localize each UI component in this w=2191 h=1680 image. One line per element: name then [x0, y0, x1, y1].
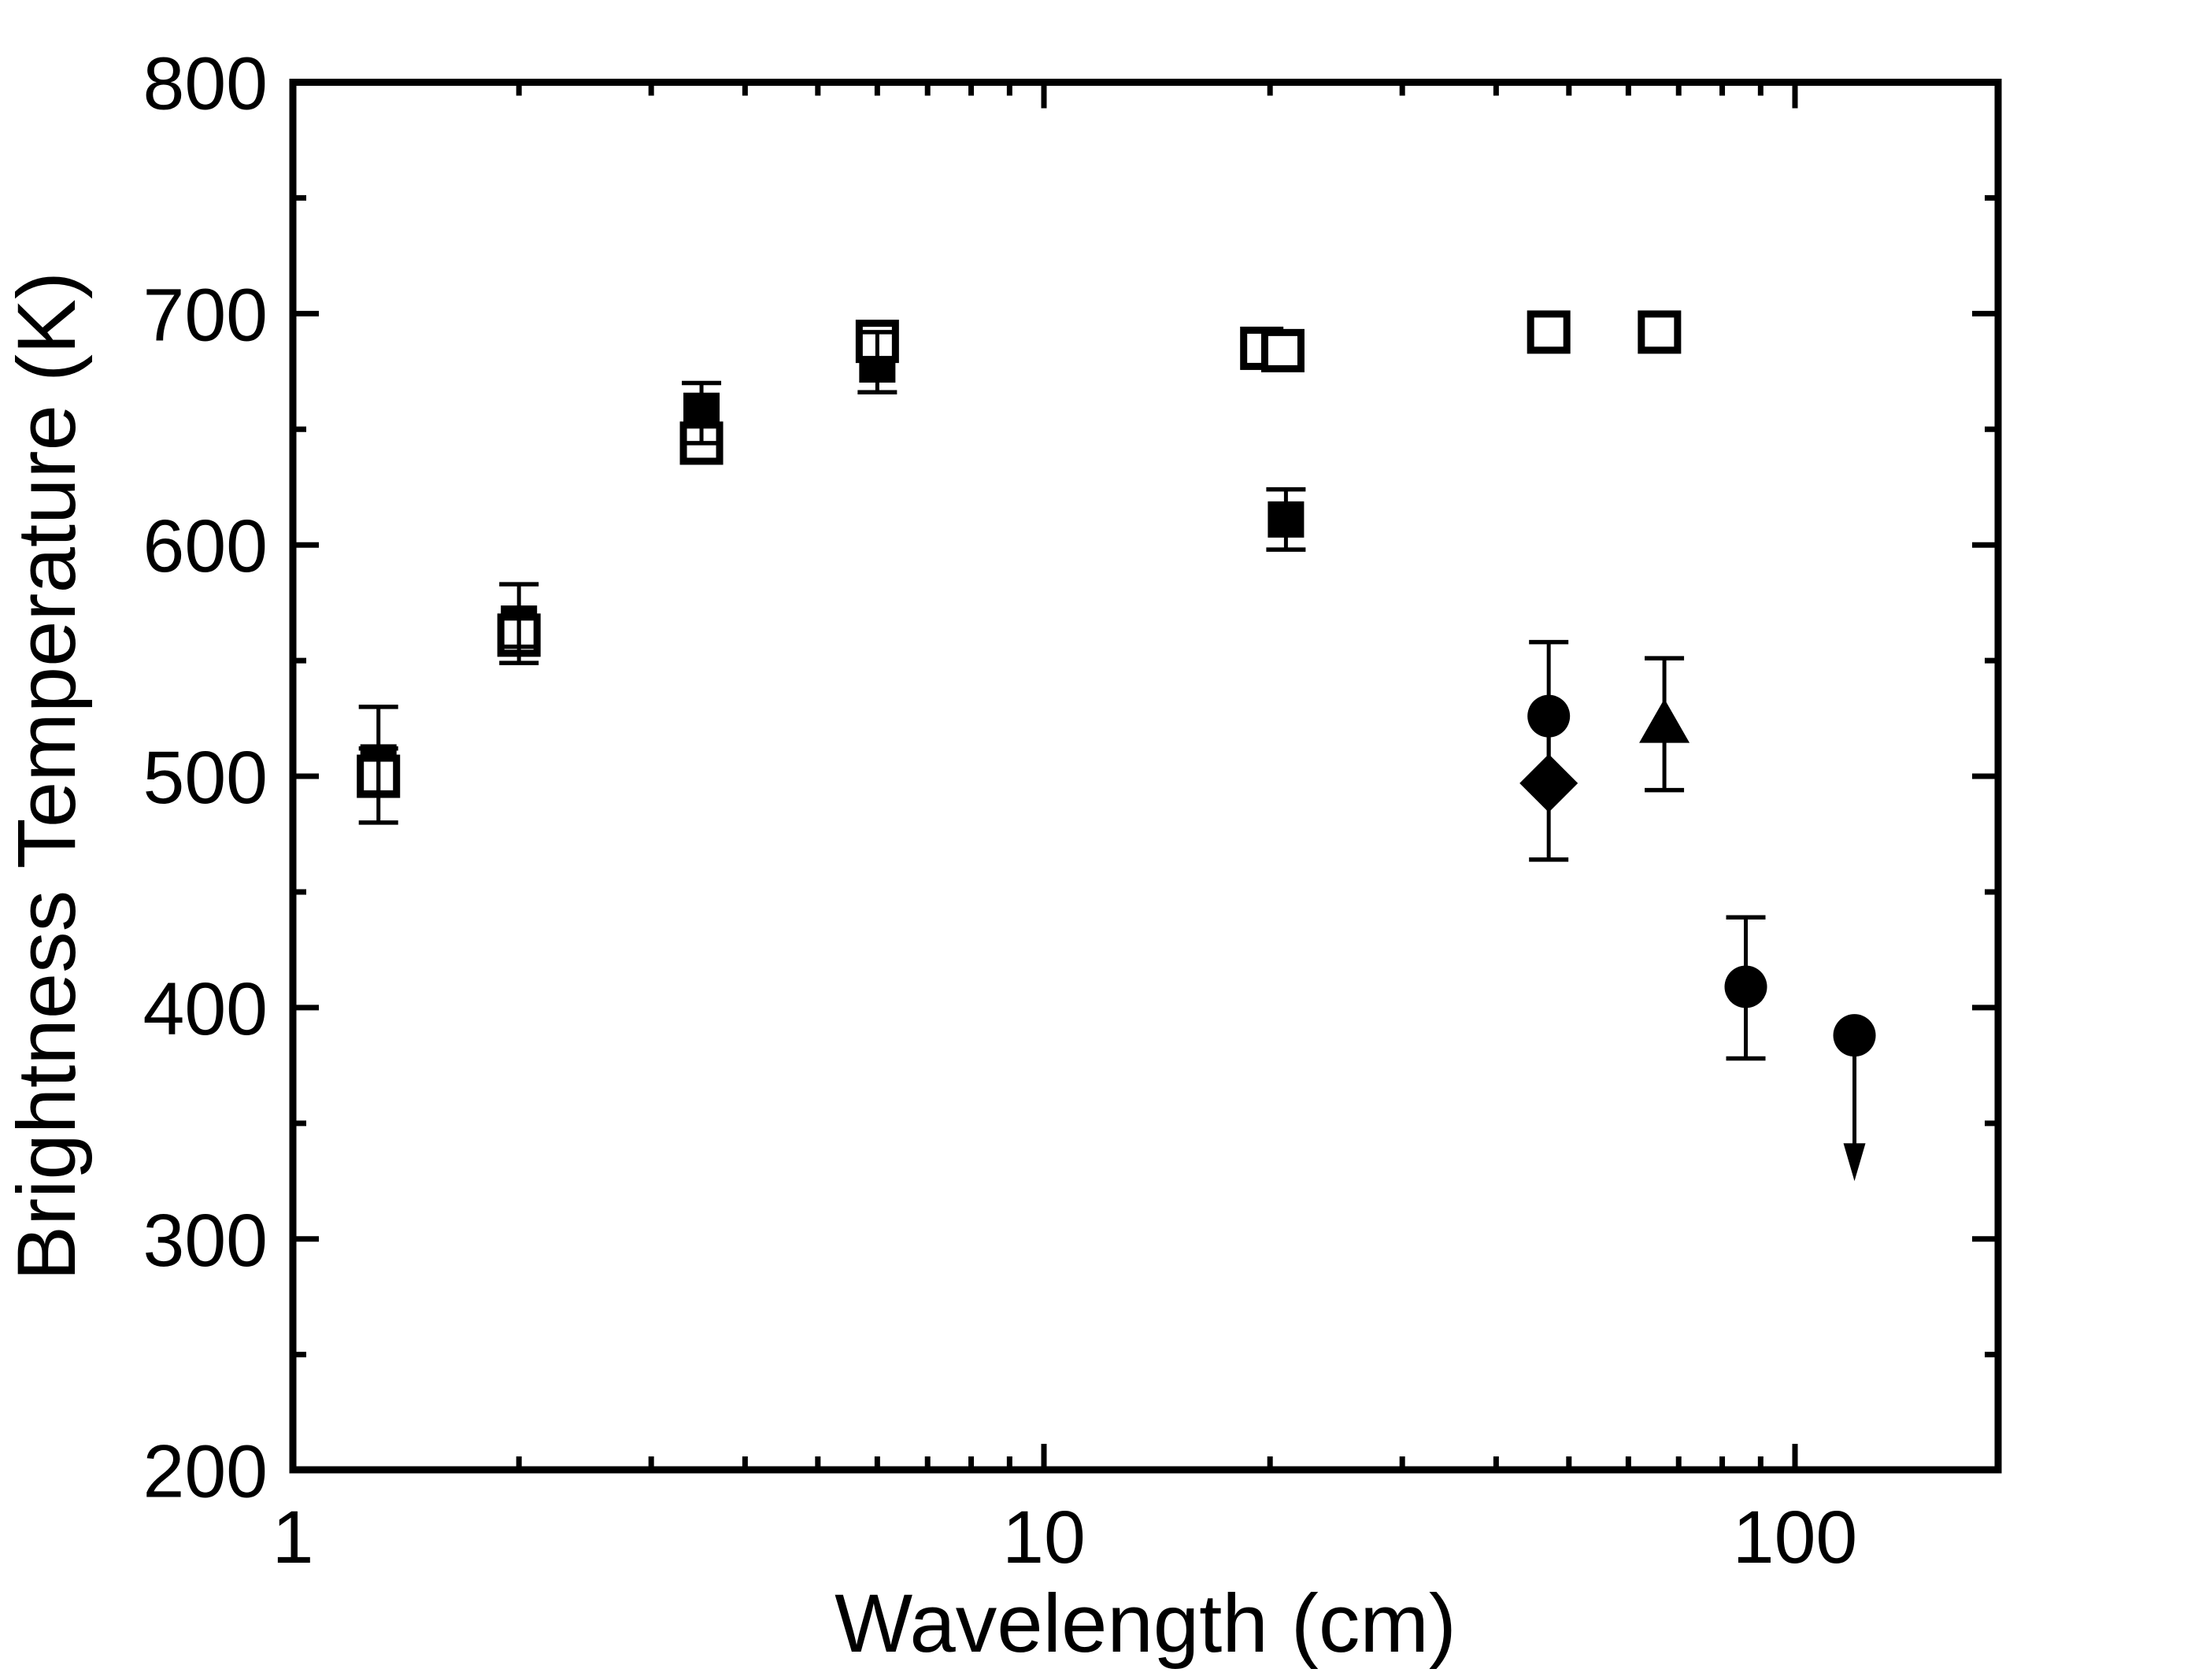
y-tick-label-500: 500: [142, 736, 268, 820]
data-point-open-square: [1638, 310, 1682, 354]
data-point-open-square: [1260, 328, 1305, 372]
upper-limit-arrowhead-icon: [1843, 1143, 1866, 1182]
plot-frame: [289, 79, 2002, 1474]
x-axis-title: Wavelength (cm): [835, 1578, 1456, 1670]
y-tick-label-800: 800: [142, 43, 268, 126]
x-tick-label-10: 10: [1002, 1496, 1086, 1579]
y-axis-title: Brightness Temperature (K): [1, 272, 93, 1281]
y-tick-label-700: 700: [142, 273, 268, 357]
y-tick-label-300: 300: [142, 1199, 268, 1282]
x-tick-label-1: 1: [272, 1496, 314, 1579]
x-tick-label-100: 100: [1733, 1496, 1858, 1579]
y-tick-label-600: 600: [142, 505, 268, 588]
data-point-open-square: [1527, 310, 1571, 354]
plot-marks: 1 10 100 200 300 400 500 600 700 800: [142, 43, 1998, 1579]
y-tick-label-400: 400: [142, 968, 268, 1051]
y-tick-label-200: 200: [142, 1430, 268, 1514]
